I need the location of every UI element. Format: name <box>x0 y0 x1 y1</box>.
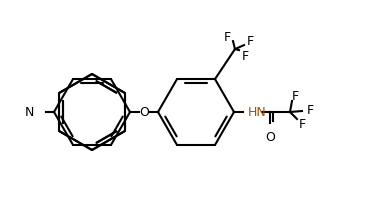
Text: O: O <box>265 131 275 144</box>
Text: HN: HN <box>248 106 267 118</box>
Text: F: F <box>223 31 231 44</box>
Text: O: O <box>139 106 149 118</box>
Text: N: N <box>25 106 34 118</box>
Text: F: F <box>307 103 314 116</box>
Text: F: F <box>298 118 306 131</box>
Text: F: F <box>242 50 249 62</box>
Text: F: F <box>247 34 254 47</box>
Text: F: F <box>291 90 299 103</box>
